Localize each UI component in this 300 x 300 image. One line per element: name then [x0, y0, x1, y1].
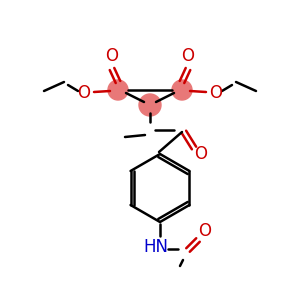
- Text: O: O: [194, 145, 208, 163]
- Circle shape: [172, 80, 192, 100]
- Circle shape: [139, 94, 161, 116]
- Text: HN: HN: [143, 238, 169, 256]
- Text: O: O: [182, 47, 194, 65]
- Text: O: O: [106, 47, 118, 65]
- Text: O: O: [77, 84, 91, 102]
- Text: O: O: [199, 222, 212, 240]
- Circle shape: [108, 80, 128, 100]
- Text: O: O: [209, 84, 223, 102]
